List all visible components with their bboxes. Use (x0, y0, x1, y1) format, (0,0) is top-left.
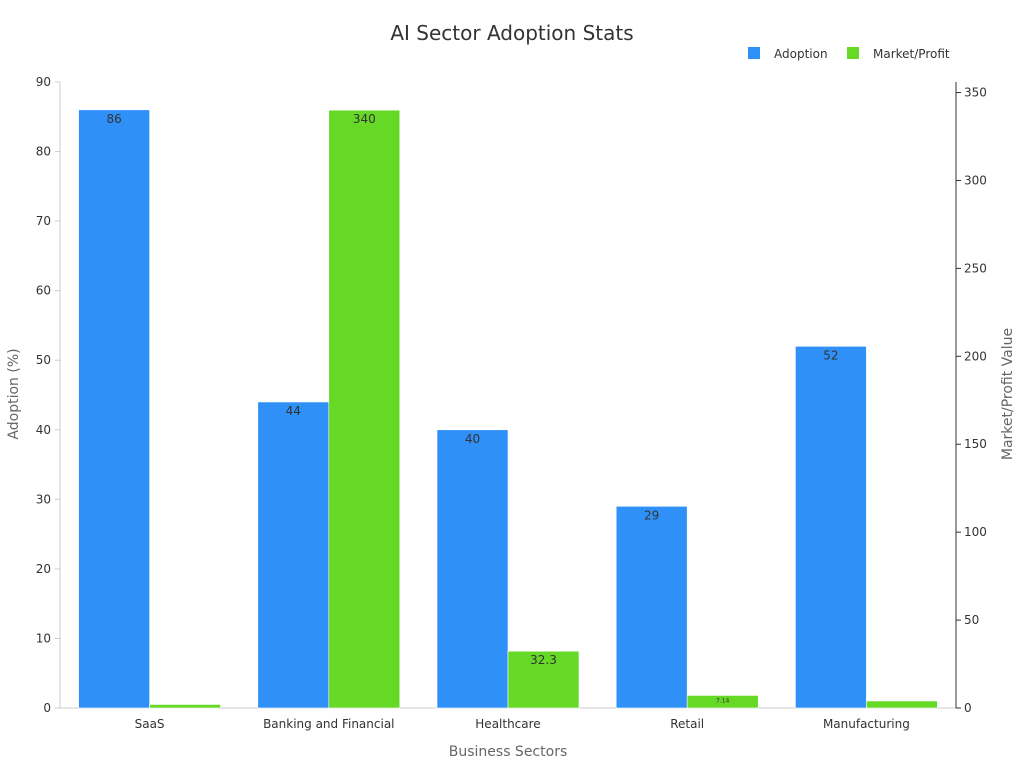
bar-adoption-manufacturing (795, 346, 867, 709)
x-tick-label: Manufacturing (823, 717, 910, 731)
data-label: 52 (823, 348, 838, 362)
legend: Adoption Market/Profit (748, 47, 950, 61)
y-right-tick-label: 200 (964, 349, 987, 363)
legend-label-adoption: Adoption (774, 47, 828, 61)
y-left-tick-label: 90 (36, 75, 51, 89)
legend-swatch-market-profit (847, 47, 859, 59)
y-left-tick-label: 10 (36, 631, 51, 645)
y-left-tick-label: 80 (36, 145, 51, 159)
bar-market-profit-manufacturing (866, 700, 938, 709)
x-axis-label: Business Sectors (449, 744, 568, 760)
x-tick-label: Retail (670, 717, 704, 731)
data-label: 86 (106, 112, 121, 126)
x-axis-ticks: SaaS Banking and Financial Healthcare Retai… (135, 717, 910, 731)
data-label: 32.3 (530, 653, 557, 667)
y-left-tick-label: 20 (36, 562, 51, 576)
data-label: 7.14 (716, 697, 730, 704)
y-axis-left-ticks: 0 10 20 30 40 50 60 70 80 90 (36, 75, 60, 715)
y-right-tick-label: 50 (964, 613, 979, 627)
x-tick-label: Banking and Financial (263, 717, 394, 731)
y-left-tick-label: 40 (36, 423, 51, 437)
chart-title: AI Sector Adoption Stats (390, 21, 633, 45)
bar-adoption-banking-and-financial (257, 401, 330, 709)
y-left-tick-label: 50 (36, 353, 51, 367)
y-axis-left-label: Adoption (%) (6, 348, 22, 439)
bars: 86 44 340 40 32.3 29 7.14 52 (78, 109, 938, 709)
y-right-tick-label: 250 (964, 261, 987, 275)
x-tick-label: Healthcare (475, 717, 540, 731)
y-axis-right-ticks: 0 50 100 150 200 250 300 350 (956, 86, 987, 715)
data-label: 40 (465, 432, 480, 446)
data-label: 29 (644, 508, 659, 522)
bar-market-profit-banking-and-financial (328, 109, 401, 709)
y-axis-right-label: Market/Profit Value (1000, 328, 1016, 460)
legend-label-market-profit: Market/Profit (873, 47, 950, 61)
bar-market-profit-retail (686, 695, 759, 709)
legend-swatch-adoption (748, 47, 760, 59)
y-right-tick-label: 100 (964, 525, 987, 539)
bar-adoption-healthcare (436, 429, 509, 709)
bar-adoption-saas (78, 109, 150, 709)
y-right-tick-label: 0 (964, 701, 972, 715)
y-left-tick-label: 60 (36, 284, 51, 298)
bar-adoption-retail (615, 505, 688, 709)
data-label: 340 (353, 112, 376, 126)
y-right-tick-label: 150 (964, 437, 987, 451)
data-label: 44 (286, 404, 301, 418)
x-tick-label: SaaS (135, 717, 165, 731)
y-left-tick-label: 30 (36, 492, 51, 506)
bar-market-profit-healthcare (507, 650, 580, 709)
bar-market-profit-saas (149, 704, 221, 709)
y-right-tick-label: 350 (964, 86, 987, 100)
y-right-tick-label: 300 (964, 173, 987, 187)
y-left-tick-label: 70 (36, 214, 51, 228)
y-left-tick-label: 0 (43, 701, 51, 715)
